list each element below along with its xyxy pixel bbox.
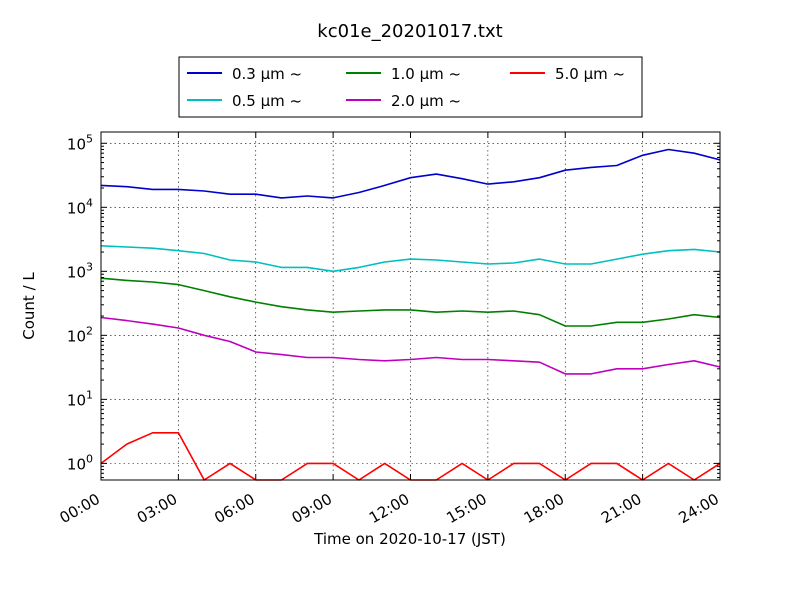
axis-ticks <box>100 132 721 480</box>
legend: 0.3 μm ~ 0.5 μm ~ 1.0 μm ~ 2.0 μm ~ 5.0 μm ~ <box>178 56 643 118</box>
x-axis-title: Time on 2020-10-17 (JST) <box>313 530 506 548</box>
series-line-3 <box>100 277 721 327</box>
series-line-2 <box>100 245 721 273</box>
legend-label: 1.0 μm ~ <box>391 65 461 83</box>
legend-label: 2.0 μm ~ <box>391 92 461 110</box>
series-layer <box>100 148 721 481</box>
legend-label: 0.3 μm ~ <box>232 65 302 83</box>
legend-box <box>178 56 643 118</box>
y-axis-title: Count / L <box>20 272 38 340</box>
chart-title: kc01e_20201017.txt <box>317 21 502 42</box>
series-line-4 <box>100 316 721 375</box>
series-line-1 <box>100 148 721 199</box>
legend-label: 0.5 μm ~ <box>232 92 302 110</box>
legend-label: 5.0 μm ~ <box>555 65 625 83</box>
